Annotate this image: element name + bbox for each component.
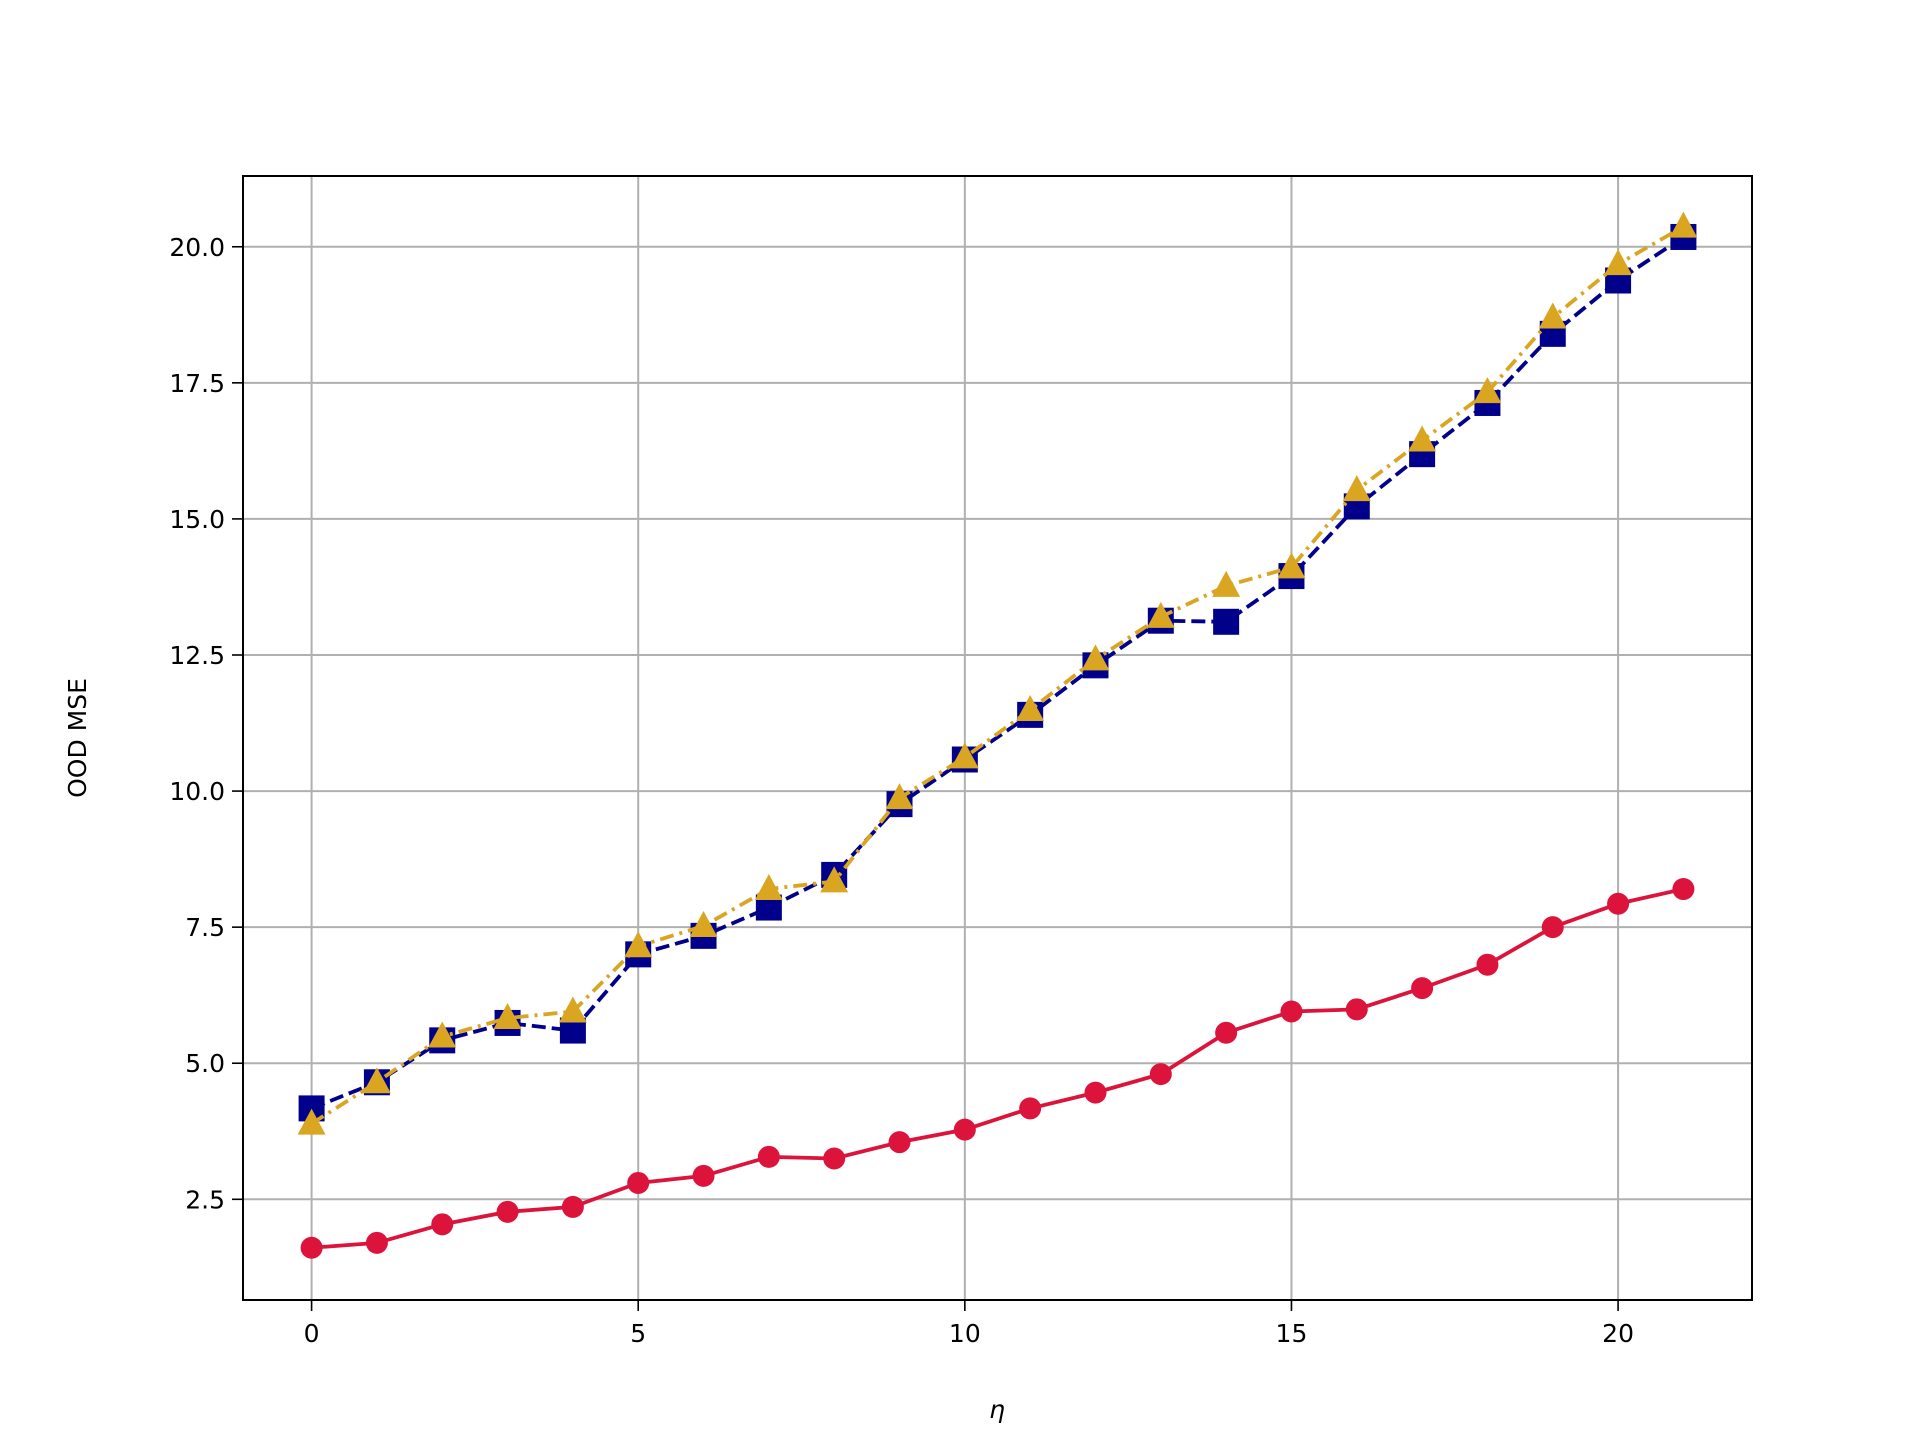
marker [1672,878,1695,901]
x-tick-label: 10 [949,1319,981,1348]
marker [1607,892,1630,915]
marker [823,1147,846,1170]
marker [1342,475,1371,502]
marker [428,1021,457,1048]
y-tick-label: 20.0 [169,233,225,262]
marker [885,783,914,810]
marker [624,931,653,958]
y-axis-label: OOD MSE [63,678,92,798]
marker [1280,1000,1303,1023]
x-axis-label: η [989,1395,1005,1424]
marker [692,1164,715,1187]
marker [757,1145,780,1168]
marker [1213,608,1240,635]
marker [1016,694,1045,721]
y-tick-label: 2.5 [185,1185,225,1214]
x-tick-label: 0 [304,1319,320,1348]
series-line [310,235,1685,1111]
marker [1215,1021,1238,1044]
marker [953,1118,976,1141]
marker [1473,377,1502,404]
marker [493,1003,522,1030]
marker [820,866,849,893]
series-line [310,224,1685,1126]
y-tick-label: 7.5 [185,913,225,942]
y-tick-label: 12.5 [169,641,225,670]
marker [496,1200,519,1223]
marker [365,1231,388,1254]
marker [689,911,718,938]
x-tick-label: 15 [1276,1319,1308,1348]
y-tick-label: 15.0 [169,505,225,534]
y-tick-label: 17.5 [169,369,225,398]
marker [888,1131,911,1154]
marker [1149,1063,1172,1086]
x-tick-label: 20 [1602,1319,1634,1348]
marker [1019,1097,1042,1120]
marker [1081,644,1110,671]
y-tick-label: 5.0 [185,1049,225,1078]
marker [950,742,979,769]
plot-frame [242,175,1753,1301]
marker [431,1213,454,1236]
marker [1538,302,1567,329]
marker [561,1195,584,1218]
series-line [311,887,1684,1250]
marker [1212,570,1241,597]
marker [1277,552,1306,579]
x-tick-label: 5 [630,1319,646,1348]
marker [558,996,587,1023]
marker [1604,249,1633,276]
marker [1541,916,1564,939]
marker [362,1067,391,1094]
marker [1408,425,1437,452]
y-tick-label: 10.0 [169,777,225,806]
marker [754,874,783,901]
marker [1084,1081,1107,1104]
marker [1345,998,1368,1021]
marker [1146,601,1175,628]
marker [297,1108,326,1135]
marker [627,1171,650,1194]
marker [1411,977,1434,1000]
marker [1476,953,1499,976]
marker [1669,211,1698,238]
marker [300,1236,323,1259]
